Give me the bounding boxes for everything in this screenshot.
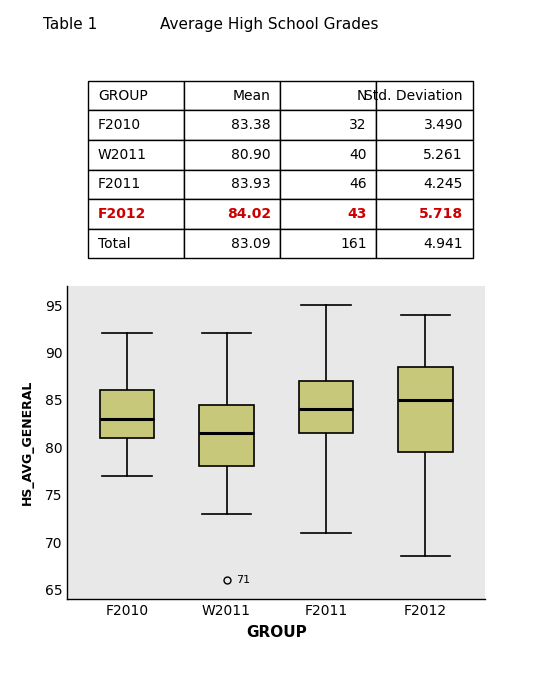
FancyBboxPatch shape <box>299 381 354 433</box>
Text: Table 1: Table 1 <box>43 17 98 32</box>
FancyBboxPatch shape <box>100 390 154 437</box>
Text: 71: 71 <box>237 575 251 585</box>
Text: Average High School Grades: Average High School Grades <box>160 17 379 32</box>
FancyBboxPatch shape <box>199 404 254 466</box>
X-axis label: GROUP: GROUP <box>246 625 307 640</box>
FancyBboxPatch shape <box>398 367 453 452</box>
Y-axis label: HS_AVG_GENERAL: HS_AVG_GENERAL <box>21 380 34 505</box>
